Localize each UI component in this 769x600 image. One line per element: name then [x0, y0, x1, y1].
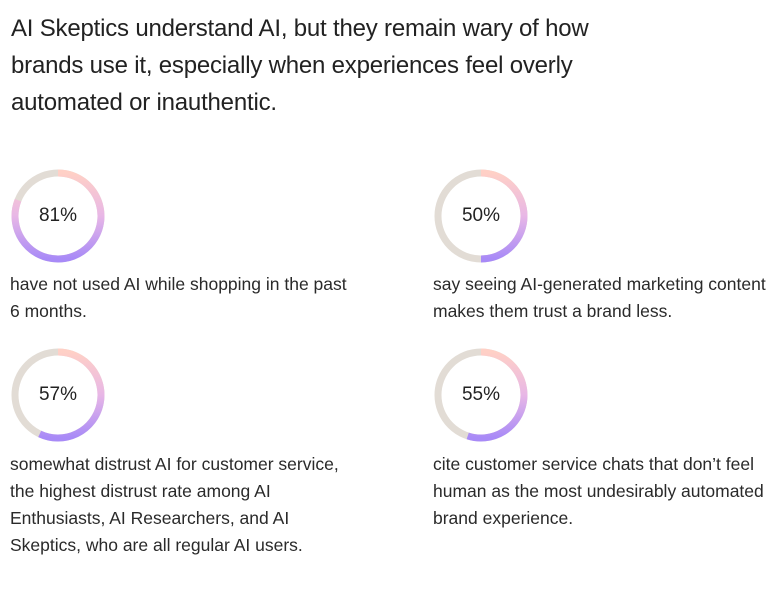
headline: AI Skeptics understand AI, but they rema… — [11, 15, 589, 116]
donut-arc — [11, 169, 105, 263]
percent-value: 55% — [461, 384, 501, 405]
percent-value: 81% — [38, 205, 78, 226]
donut-arc — [466, 348, 528, 442]
stat-description: say seeing AI-generated marketing conten… — [433, 274, 766, 321]
donut-ring: 55% — [433, 347, 529, 443]
stat-description: have not used AI while shopping in the p… — [10, 274, 347, 321]
stat-block: 57% somewhat distrust AI for customer se… — [10, 347, 355, 559]
donut-ring: 57% — [10, 347, 106, 443]
stat-description: cite customer service chats that don’t f… — [433, 454, 764, 528]
percent-value: 57% — [38, 384, 78, 405]
stat-block: 81% have not used AI while shopping in t… — [10, 168, 355, 325]
stat-block: 50% say seeing AI-generated marketing co… — [433, 168, 769, 325]
donut-arc — [38, 348, 105, 442]
donut-ring: 81% — [10, 168, 106, 264]
stat-block: 55% cite customer service chats that don… — [433, 347, 769, 532]
donut-chart — [11, 348, 105, 442]
percent-value: 50% — [461, 205, 501, 226]
donut-ring: 50% — [433, 168, 529, 264]
donut-chart — [11, 169, 105, 263]
stat-description: somewhat distrust AI for customer servic… — [10, 454, 339, 555]
donut-chart — [434, 348, 528, 442]
donut-arc — [480, 169, 528, 263]
donut-chart — [434, 169, 528, 263]
